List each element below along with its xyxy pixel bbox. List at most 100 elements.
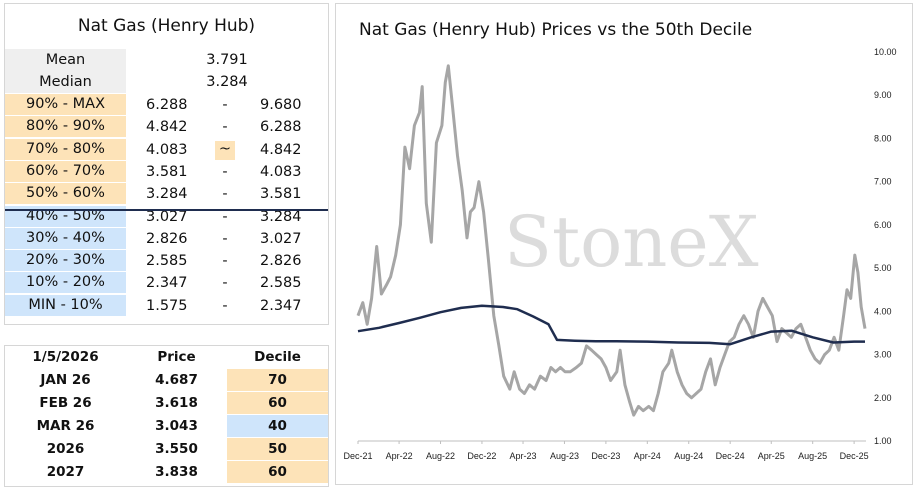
contract-price: 3.838 [155, 464, 198, 480]
decile-high: 3.581 [260, 186, 302, 203]
decile-low: 3.027 [146, 208, 188, 225]
contract-name: FEB 26 [39, 395, 92, 411]
contract-name: MAR 26 [36, 418, 95, 434]
decile-low: 2.826 [146, 230, 188, 247]
decile-range-label: 50% - 60% [5, 183, 126, 205]
decile-separator: - [222, 119, 228, 136]
decile-row: 80% - 90% 4.842 - 6.288 [5, 116, 328, 138]
header-price: Price [126, 346, 227, 369]
decile-low: 3.284 [146, 186, 188, 203]
y-tick-label: 4.00 [874, 306, 892, 316]
price-chart: StoneX 1.00 2.00 3.00 4.00 5.00 6.00 7.00 8.00 9.… [343, 47, 896, 461]
decile-range-label: MIN - 10% [5, 294, 126, 316]
header-date: 1/5/2026 [5, 346, 126, 369]
x-tick-label: Dec-25 [840, 451, 869, 461]
x-tick-label: Dec-22 [467, 451, 496, 461]
header-decile: Decile [227, 346, 328, 368]
decile-table-panel: Nat Gas (Henry Hub) Mean 3.791 Median 3.284… [4, 3, 329, 325]
stat-label: Median [5, 71, 126, 93]
contract-row: MAR 26 3.043 40 [5, 415, 328, 438]
x-tick-label: Dec-21 [343, 451, 372, 461]
contract-decile: 50 [227, 438, 328, 460]
x-tick-label: Apr-25 [758, 451, 785, 461]
contract-row: FEB 26 3.618 60 [5, 392, 328, 415]
contract-decile: 40 [227, 415, 328, 437]
decile-row: 90% - MAX 6.288 - 9.680 [5, 94, 328, 116]
decile-50th-line [357, 304, 865, 346]
decile-low: 4.083 [146, 141, 188, 158]
contract-price: 3.618 [155, 395, 198, 411]
decile-range-label: 30% - 40% [5, 227, 126, 249]
decile-range-label: 70% - 80% [5, 138, 126, 160]
decile-row: 30% - 40% 2.826 - 3.027 [5, 227, 328, 250]
decile-separator: - [222, 208, 228, 225]
decile-high: 3.284 [260, 208, 302, 225]
decile-table-title: Nat Gas (Henry Hub) [77, 16, 256, 36]
contract-name: 2026 [46, 441, 85, 457]
decile-range-label: 10% - 20% [5, 272, 126, 294]
decile-separator: ~ [215, 140, 235, 160]
decile-separator: - [222, 97, 228, 113]
decile-separator: - [222, 230, 228, 247]
decile-range-label: 60% - 70% [5, 160, 126, 182]
contract-price: 3.043 [155, 418, 198, 434]
y-tick-label: 5.00 [874, 263, 892, 273]
y-tick-label: 3.00 [874, 350, 892, 360]
y-tick-label: 8.00 [874, 133, 892, 143]
contract-decile: 70 [227, 369, 328, 391]
x-tick-label: Aug-22 [426, 451, 455, 461]
y-tick-label: 9.00 [874, 90, 892, 100]
decile-row: MIN - 10% 1.575 - 2.347 [5, 294, 328, 317]
decile-range-label: 20% - 30% [5, 250, 126, 272]
y-tick-label: 6.00 [874, 220, 892, 230]
y-tick-label: 7.00 [874, 177, 892, 187]
decile-range-label: 80% - 90% [5, 116, 126, 138]
price-chart-panel: Nat Gas (Henry Hub) Prices vs the 50th D… [335, 3, 913, 485]
contract-row: 2027 3.838 60 [5, 461, 328, 484]
stat-value: 3.284 [206, 74, 248, 90]
decile-low: 1.575 [146, 297, 188, 314]
median-divider [5, 209, 328, 211]
decile-row: 10% - 20% 2.347 - 2.585 [5, 272, 328, 294]
chart-title: Nat Gas (Henry Hub) Prices vs the 50th D… [359, 20, 753, 40]
contract-price: 3.550 [155, 441, 198, 457]
y-tick-label: 2.00 [874, 393, 892, 403]
stat-row: Mean 3.791 [5, 49, 328, 71]
x-tick-label: Dec-23 [591, 451, 620, 461]
decile-low: 3.581 [146, 163, 188, 180]
decile-separator: - [222, 297, 228, 314]
decile-high: 6.288 [260, 119, 302, 136]
decile-high: 2.347 [260, 297, 302, 314]
contract-row: JAN 26 4.687 70 [5, 369, 328, 392]
contract-name: JAN 26 [40, 372, 91, 388]
decile-low: 2.585 [146, 253, 188, 270]
decile-low: 6.288 [146, 97, 188, 113]
contract-decile-table: 1/5/2026 Price Decile JAN 26 4.687 70 FEB 26 3.… [4, 345, 329, 487]
decile-row: 60% - 70% 3.581 - 4.083 [5, 160, 328, 183]
stat-value: 3.791 [206, 52, 248, 68]
decile-row: 70% - 80% 4.083 ~4.842 [5, 138, 328, 161]
contract-decile: 60 [227, 392, 328, 414]
contract-row: 2026 3.550 50 [5, 438, 328, 461]
stat-label: Mean [5, 49, 126, 71]
price-series-line [356, 64, 867, 417]
x-tick-label: Apr-24 [634, 451, 661, 461]
contract-table-header: 1/5/2026 Price Decile [5, 346, 328, 369]
decile-range-label: 90% - MAX [5, 94, 126, 115]
x-tick-label: Apr-22 [386, 451, 413, 461]
x-tick-label: Apr-23 [510, 451, 537, 461]
decile-low: 4.842 [146, 119, 188, 136]
decile-row: 50% - 60% 3.284 - 3.581 [5, 183, 328, 205]
x-tick-label: Aug-23 [550, 451, 579, 461]
stat-row: Median 3.284 [5, 71, 328, 93]
decile-row: 20% - 30% 2.585 - 2.826 [5, 250, 328, 272]
contract-decile: 60 [227, 461, 328, 483]
x-tick-label: Dec-24 [716, 451, 745, 461]
x-tick-label: Aug-24 [674, 451, 703, 461]
decile-high: 2.826 [260, 253, 302, 270]
decile-separator: - [222, 253, 228, 270]
decile-high: 2.585 [260, 275, 302, 292]
decile-separator: - [222, 275, 228, 292]
y-tick-label: 1.00 [874, 436, 892, 446]
contract-price: 4.687 [155, 372, 198, 388]
